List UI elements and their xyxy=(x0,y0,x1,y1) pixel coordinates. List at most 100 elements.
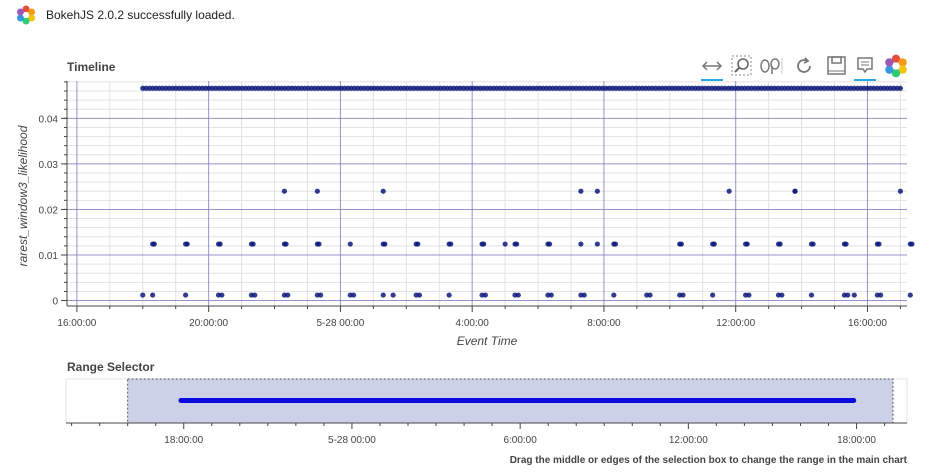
data-point xyxy=(810,241,816,247)
data-point xyxy=(448,241,454,247)
x-tick-label: 5-28 00:00 xyxy=(316,318,364,329)
y-tick-label: 0.03 xyxy=(39,160,59,171)
timeline-axes: 16:00:00 20:00:00 5-28 00:00 4:00:00 8:00:00… xyxy=(39,81,907,329)
data-point xyxy=(481,241,487,247)
data-point xyxy=(184,241,190,247)
data-point xyxy=(252,292,258,298)
x-tick-label: 12:00:00 xyxy=(716,318,755,329)
range-x-tick-label: 18:00:00 xyxy=(164,435,203,446)
reset-tool[interactable] xyxy=(792,54,816,78)
data-point xyxy=(711,241,717,247)
data-point xyxy=(548,292,554,298)
data-point xyxy=(380,188,386,194)
data-point xyxy=(744,241,750,247)
x-tick-label: 20:00:00 xyxy=(189,318,228,329)
box-zoom-tool[interactable] xyxy=(730,54,754,78)
save-tool[interactable] xyxy=(825,54,849,78)
x-tick-label: 16:00:00 xyxy=(57,318,96,329)
data-point xyxy=(150,292,156,298)
data-point xyxy=(779,292,785,298)
data-point xyxy=(843,241,849,247)
data-point xyxy=(680,292,686,298)
data-point xyxy=(594,188,600,194)
wheel-zoom-tool[interactable] xyxy=(758,54,783,78)
data-point xyxy=(726,188,732,194)
data-point xyxy=(612,241,619,247)
range-x-tick-label: 5-28 00:00 xyxy=(328,435,376,446)
data-point xyxy=(314,188,320,194)
x-tick-label: 4:00:00 xyxy=(455,318,489,329)
x-tick-label: 16:00:00 xyxy=(848,318,887,329)
data-point xyxy=(318,292,324,298)
data-point xyxy=(347,241,353,247)
timeline-x-axis-label: Event Time xyxy=(457,334,518,348)
range-x-tick-label: 18:00:00 xyxy=(837,435,876,446)
range-selector-axis: 18:00:00 5-28 00:00 6:00:00 12:00:00 18:00:0… xyxy=(66,422,907,446)
data-point xyxy=(907,292,913,298)
data-point xyxy=(316,241,322,247)
chart-toolbar xyxy=(700,54,910,81)
y-tick-label: 0.04 xyxy=(39,114,59,125)
status-message: BokehJS 2.0.2 successfully loaded. xyxy=(46,8,235,22)
bokeh-logo-icon xyxy=(885,54,907,78)
hover-tool[interactable] xyxy=(853,54,877,81)
x-pan-tool[interactable] xyxy=(700,54,724,81)
range-selection-box[interactable] xyxy=(127,378,894,424)
data-point xyxy=(281,188,288,194)
data-point xyxy=(876,241,882,247)
data-point xyxy=(678,241,684,247)
data-point xyxy=(390,292,396,298)
data-point xyxy=(283,241,289,247)
data-point xyxy=(792,188,798,194)
data-point xyxy=(611,292,617,298)
data-point xyxy=(746,292,752,298)
x-pan-icon xyxy=(701,61,723,71)
timeline-points xyxy=(140,85,915,298)
data-point xyxy=(845,292,851,298)
bokeh-link[interactable] xyxy=(884,54,908,78)
data-point xyxy=(416,292,423,298)
data-point xyxy=(647,292,653,298)
timeline-y-axis-label: rarest_window3_likelihood xyxy=(16,125,30,266)
wheel-zoom-icon xyxy=(760,58,783,74)
data-point xyxy=(514,241,520,247)
data-point xyxy=(151,241,157,247)
data-point xyxy=(594,241,600,247)
data-point xyxy=(878,292,884,298)
data-point xyxy=(217,241,223,247)
data-point xyxy=(578,241,584,247)
range-x-tick-label: 6:00:00 xyxy=(503,435,537,446)
range-selector-hint: Drag the middle or edges of the selectio… xyxy=(509,455,907,466)
data-point xyxy=(502,241,508,247)
data-point xyxy=(182,292,189,298)
data-point xyxy=(285,292,291,298)
data-point xyxy=(897,188,904,194)
data-point xyxy=(415,241,421,247)
data-point xyxy=(350,292,357,298)
y-tick-label: 0.02 xyxy=(39,205,59,216)
x-tick-label: 8:00:00 xyxy=(587,318,621,329)
timeline-title: Timeline xyxy=(67,60,116,74)
data-point xyxy=(851,292,857,298)
data-point xyxy=(909,241,915,247)
reset-icon xyxy=(797,57,811,73)
hover-icon xyxy=(857,57,873,74)
data-point xyxy=(446,292,452,298)
timeline-chart[interactable]: 16:00:00 20:00:00 5-28 00:00 4:00:00 8:00:00… xyxy=(0,0,929,352)
range-plot-frame xyxy=(65,378,908,424)
save-icon xyxy=(827,56,846,75)
data-point xyxy=(515,292,521,298)
range-selection-box[interactable] xyxy=(127,378,894,424)
range-selector-frame xyxy=(65,378,908,424)
data-point xyxy=(219,292,225,298)
data-point xyxy=(897,85,904,91)
data-point xyxy=(808,292,815,298)
y-tick-label: 0 xyxy=(52,297,58,308)
y-tick-label: 0.01 xyxy=(39,251,59,262)
data-point xyxy=(380,292,386,298)
timeline-grid xyxy=(67,81,907,306)
bokeh-logo-icon xyxy=(17,5,35,25)
data-point xyxy=(777,241,783,247)
data-point xyxy=(140,292,146,298)
data-point xyxy=(578,188,584,194)
